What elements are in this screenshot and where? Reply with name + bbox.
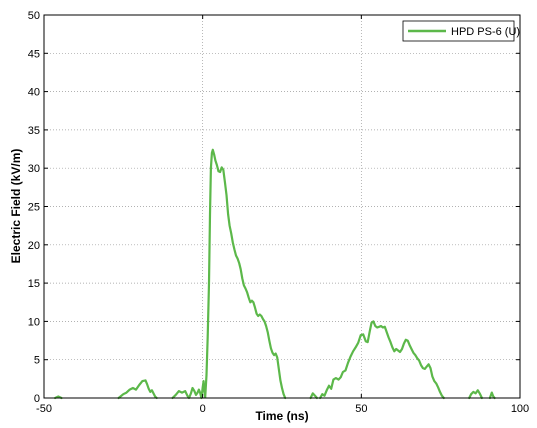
axis-ticks (43, 14, 521, 399)
series-layer (54, 148, 496, 400)
x-axis-title: Time (ns) (255, 409, 308, 423)
y-tick-label: 45 (28, 48, 40, 60)
grid-lines (44, 15, 520, 398)
series-line-segment (117, 379, 158, 400)
y-tick-label: 50 (28, 10, 40, 22)
legend-label: HPD PS-6 (U) (451, 26, 520, 38)
x-tick-label: 50 (355, 403, 367, 415)
y-tick-labels: 0 5 10 15 20 25 30 35 40 45 50 (28, 10, 40, 405)
y-tick-label: 30 (28, 163, 40, 175)
legend-box (402, 20, 515, 42)
y-tick-label: 35 (28, 125, 40, 137)
y-tick-label: 40 (28, 87, 40, 99)
y-tick-label: 10 (28, 316, 40, 328)
y-tick-label: 5 (34, 355, 40, 367)
y-tick-label: 25 (28, 202, 40, 214)
series-line-segment (488, 391, 496, 400)
y-axis-title: Electric Field (kV/m) (9, 149, 23, 264)
y-tick-label: 0 (34, 393, 40, 405)
x-tick-label: 0 (200, 403, 206, 415)
x-tick-label: 100 (511, 403, 529, 415)
x-tick-label: -50 (36, 403, 52, 415)
y-tick-label: 15 (28, 278, 40, 290)
x-tick-labels: -50 0 50 100 (36, 403, 529, 415)
legend: HPD PS-6 (U) (402, 20, 520, 42)
series-line-segment (468, 389, 483, 400)
series-line-segment (309, 392, 318, 400)
series-line-segment (171, 148, 287, 400)
y-tick-label: 20 (28, 240, 40, 252)
series-line-segment (319, 320, 445, 400)
